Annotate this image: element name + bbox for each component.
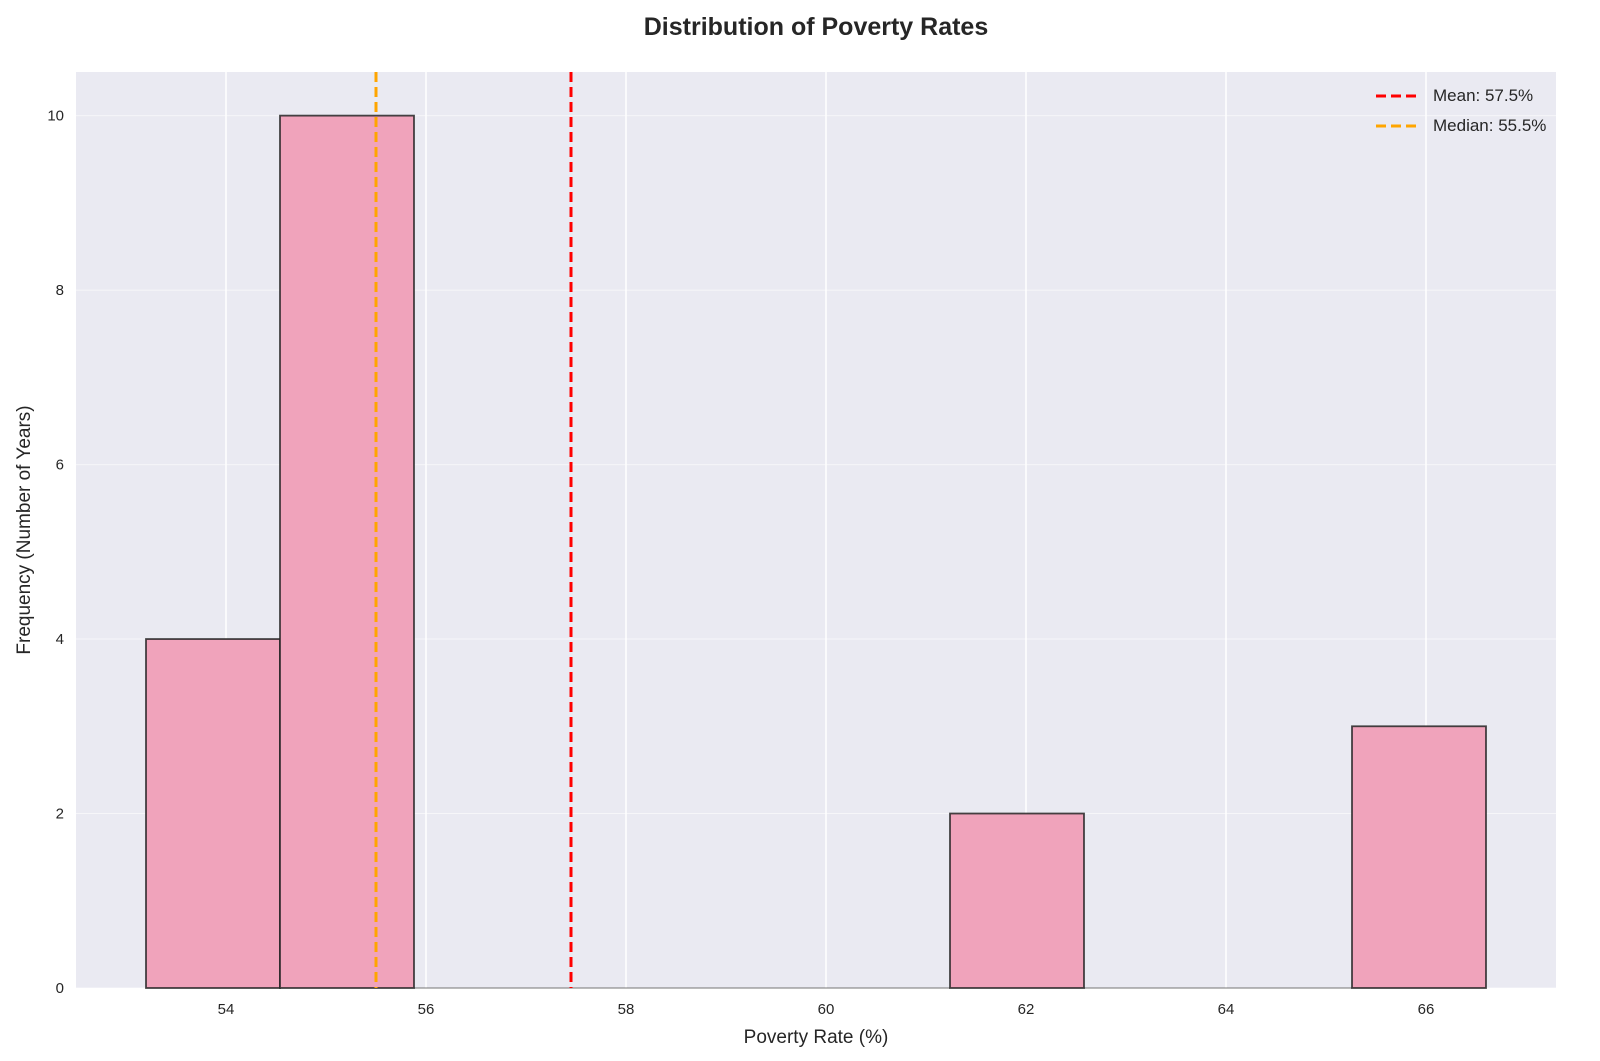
bars: [145, 114, 1487, 989]
histogram-bar: [279, 114, 415, 989]
reference-lines: [374, 72, 573, 988]
chart-title: Distribution of Poverty Rates: [644, 13, 989, 41]
x-axis-label: Poverty Rate (%): [744, 1027, 889, 1048]
histogram-bar: [949, 812, 1085, 989]
y-tick-label: 8: [56, 282, 64, 299]
y-tick-label: 10: [47, 108, 64, 125]
y-tick-label: 4: [56, 631, 64, 648]
legend-label: Median: 55.5%: [1433, 116, 1546, 135]
histogram-bar: [1351, 725, 1487, 989]
x-tick-label: 64: [1218, 1001, 1235, 1018]
x-tick-label: 60: [818, 1001, 835, 1018]
y-tick-label: 0: [56, 980, 64, 997]
x-tick-label: 66: [1418, 1001, 1435, 1018]
x-tick-label: 58: [618, 1001, 635, 1018]
y-tick-label: 2: [56, 806, 64, 823]
legend-label: Mean: 57.5%: [1433, 86, 1533, 105]
legend: Mean: 57.5% Median: 55.5%: [1376, 86, 1546, 135]
y-axis-label: Frequency (Number of Years): [14, 405, 35, 654]
x-tick-label: 62: [1018, 1001, 1035, 1018]
x-tick-label: 54: [218, 1001, 235, 1018]
x-axis-ticks: 54 56 58 60 62 64 66: [218, 1001, 1435, 1018]
histogram-bar: [145, 638, 281, 989]
x-tick-label: 56: [418, 1001, 435, 1018]
y-tick-label: 6: [56, 457, 64, 474]
y-axis-ticks: 0 2 4 6 8 10: [47, 108, 64, 997]
